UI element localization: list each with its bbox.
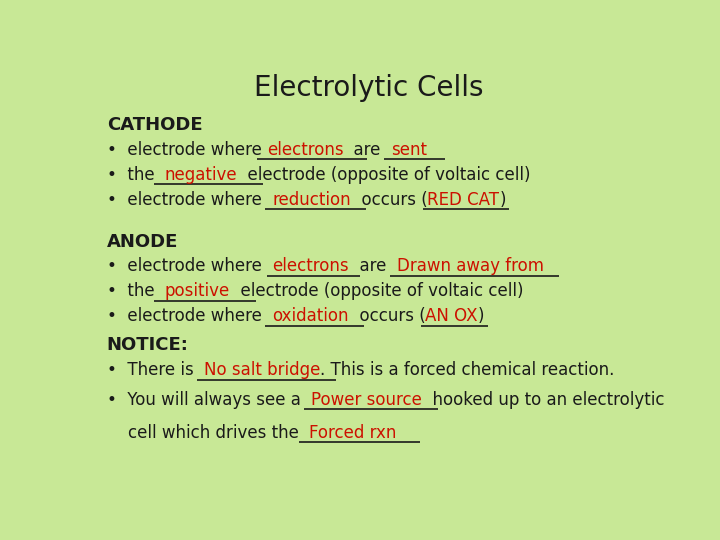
Text: hooked up to an electrolytic: hooked up to an electrolytic [422, 390, 665, 409]
Text: negative: negative [165, 166, 238, 184]
Text: •  electrode where: • electrode where [107, 191, 272, 209]
Text: ): ) [478, 307, 485, 326]
Text: reduction: reduction [272, 191, 351, 209]
Text: Forced rxn: Forced rxn [309, 424, 397, 442]
Text: sent: sent [392, 141, 428, 159]
Text: RED CAT: RED CAT [428, 191, 500, 209]
Text: electrode (opposite of voltaic cell): electrode (opposite of voltaic cell) [238, 166, 531, 184]
Text: oxidation: oxidation [272, 307, 348, 326]
Text: •  electrode where: • electrode where [107, 307, 272, 326]
Text: ): ) [500, 191, 506, 209]
Text: occurs (: occurs ( [348, 307, 426, 326]
Text: •  the: • the [107, 282, 165, 300]
Text: Power source: Power source [311, 390, 422, 409]
Text: •  There is: • There is [107, 361, 204, 380]
Text: electrode (opposite of voltaic cell): electrode (opposite of voltaic cell) [230, 282, 523, 300]
Text: NOTICE:: NOTICE: [107, 336, 189, 354]
Text: •  You will always see a: • You will always see a [107, 390, 311, 409]
Text: Drawn away from: Drawn away from [397, 258, 544, 275]
Text: •  electrode where: • electrode where [107, 258, 272, 275]
Text: CATHODE: CATHODE [107, 116, 202, 134]
Text: •  the: • the [107, 166, 165, 184]
Text: •  electrode where: • electrode where [107, 141, 267, 159]
Text: electrons: electrons [267, 141, 343, 159]
Text: AN OX: AN OX [426, 307, 478, 326]
Text: electrons: electrons [272, 258, 348, 275]
Text: positive: positive [165, 282, 230, 300]
Text: . This is a forced chemical reaction.: . This is a forced chemical reaction. [320, 361, 615, 380]
Text: are: are [343, 141, 392, 159]
Text: occurs (: occurs ( [351, 191, 428, 209]
Text: Electrolytic Cells: Electrolytic Cells [254, 73, 484, 102]
Text: ANODE: ANODE [107, 233, 178, 251]
Text: are: are [348, 258, 397, 275]
Text: No salt bridge: No salt bridge [204, 361, 320, 380]
Text: cell which drives the: cell which drives the [107, 424, 309, 442]
